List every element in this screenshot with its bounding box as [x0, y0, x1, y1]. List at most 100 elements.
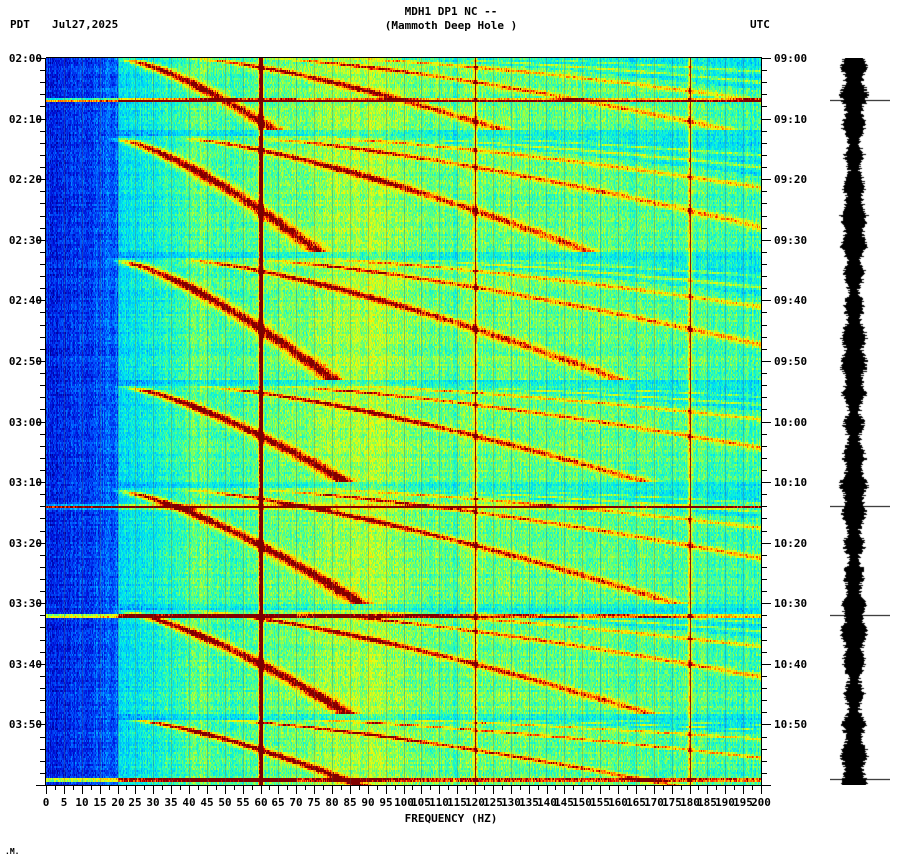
spectrogram-plot[interactable] — [46, 58, 761, 785]
utc-axis-major-tick — [761, 664, 771, 665]
time-axis-major-tick — [36, 300, 46, 301]
freq-label-155: 155 — [590, 796, 610, 809]
time-axis-minor-tick — [40, 70, 46, 71]
time-axis-minor-tick — [40, 627, 46, 628]
freq-axis-major-tick — [564, 785, 565, 794]
time-axis-minor-tick — [40, 506, 46, 507]
time-axis-major-tick — [36, 543, 46, 544]
corner-artifact: .M. — [5, 847, 20, 856]
time-axis-major-tick — [36, 119, 46, 120]
utc-axis-major-tick — [761, 240, 771, 241]
utc-axis-minor-tick — [761, 652, 767, 653]
utc-axis-minor-tick — [761, 615, 767, 616]
utc-axis-major-tick — [761, 119, 771, 120]
freq-axis-major-tick — [100, 785, 101, 794]
utc-axis-major-tick — [761, 603, 771, 604]
time-axis-minor-tick — [40, 203, 46, 204]
freq-axis-major-tick — [600, 785, 601, 794]
freq-axis-major-tick — [493, 785, 494, 794]
freq-label-190: 190 — [715, 796, 735, 809]
freq-axis-minor-tick — [126, 785, 127, 790]
time-axis-minor-tick — [40, 349, 46, 350]
freq-axis-minor-tick — [663, 785, 664, 790]
freq-axis-minor-tick — [216, 785, 217, 790]
time-axis-minor-tick — [40, 155, 46, 156]
freq-axis-minor-tick — [269, 785, 270, 790]
freq-axis-major-tick — [457, 785, 458, 794]
freq-label-100: 100 — [394, 796, 414, 809]
freq-axis-major-tick — [707, 785, 708, 794]
freq-label-165: 165 — [626, 796, 646, 809]
freq-axis-minor-tick — [377, 785, 378, 790]
freq-axis-major-tick — [725, 785, 726, 794]
time-axis-major-tick — [36, 603, 46, 604]
freq-label-125: 125 — [483, 796, 503, 809]
time-axis-major-tick — [36, 422, 46, 423]
freq-axis-major-tick — [135, 785, 136, 794]
utc-axis-minor-tick — [761, 434, 767, 435]
freq-axis-minor-tick — [484, 785, 485, 790]
freq-label-115: 115 — [447, 796, 467, 809]
time-axis-minor-tick — [40, 712, 46, 713]
freq-label-145: 145 — [554, 796, 574, 809]
utc-axis-major-tick — [761, 422, 771, 423]
freq-label-15: 15 — [93, 796, 107, 809]
utc-axis-minor-tick — [761, 737, 767, 738]
freq-axis-minor-tick — [645, 785, 646, 790]
freq-label-35: 35 — [164, 796, 178, 809]
freq-axis-minor-tick — [573, 785, 574, 790]
time-label-pdt-6: 03:00 — [8, 416, 42, 429]
freq-axis-minor-tick — [555, 785, 556, 790]
freq-axis-major-tick — [761, 785, 762, 794]
time-label-utc-10: 10:40 — [774, 658, 808, 671]
freq-axis-minor-tick — [287, 785, 288, 790]
freq-axis-major-tick — [654, 785, 655, 794]
freq-axis-minor-tick — [55, 785, 56, 790]
time-label-utc-9: 10:30 — [774, 597, 808, 610]
freq-axis-minor-tick — [502, 785, 503, 790]
time-axis-minor-tick — [40, 216, 46, 217]
utc-axis-minor-tick — [761, 773, 767, 774]
time-label-pdt-9: 03:30 — [8, 597, 42, 610]
freq-axis-major-tick — [636, 785, 637, 794]
time-axis-minor-tick — [40, 397, 46, 398]
utc-axis-minor-tick — [761, 700, 767, 701]
time-axis-minor-tick — [40, 676, 46, 677]
time-axis-minor-tick — [40, 737, 46, 738]
time-label-pdt-1: 02:10 — [8, 113, 42, 126]
utc-axis-minor-tick — [761, 203, 767, 204]
freq-axis-minor-tick — [91, 785, 92, 790]
time-axis-minor-tick — [40, 749, 46, 750]
freq-label-110: 110 — [429, 796, 449, 809]
utc-axis-minor-tick — [761, 458, 767, 459]
freq-axis-minor-tick — [109, 785, 110, 790]
utc-axis-minor-tick — [761, 446, 767, 447]
utc-axis-minor-tick — [761, 288, 767, 289]
freq-axis-minor-tick — [698, 785, 699, 790]
utc-axis-minor-tick — [761, 337, 767, 338]
time-axis-minor-tick — [40, 106, 46, 107]
freq-label-0: 0 — [42, 796, 50, 809]
freq-label-75: 75 — [307, 796, 321, 809]
utc-axis-minor-tick — [761, 591, 767, 592]
freq-axis-major-tick — [278, 785, 279, 794]
time-axis-major-tick — [36, 58, 46, 59]
time-axis-minor-tick — [40, 288, 46, 289]
freq-label-185: 185 — [697, 796, 717, 809]
freq-label-170: 170 — [644, 796, 664, 809]
freq-label-40: 40 — [182, 796, 196, 809]
utc-axis-minor-tick — [761, 216, 767, 217]
freq-label-65: 65 — [271, 796, 285, 809]
freq-axis-major-tick — [64, 785, 65, 794]
utc-axis-minor-tick — [761, 470, 767, 471]
waveform-trace-panel — [830, 58, 890, 785]
time-label-pdt-4: 02:40 — [8, 294, 42, 307]
freq-axis-minor-tick — [162, 785, 163, 790]
time-label-pdt-11: 03:50 — [8, 718, 42, 731]
freq-axis-minor-tick — [466, 785, 467, 790]
freq-axis-major-tick — [743, 785, 744, 794]
freq-axis-major-tick — [690, 785, 691, 794]
time-axis-major-tick — [36, 482, 46, 483]
utc-axis-minor-tick — [761, 385, 767, 386]
time-label-pdt-10: 03:40 — [8, 658, 42, 671]
